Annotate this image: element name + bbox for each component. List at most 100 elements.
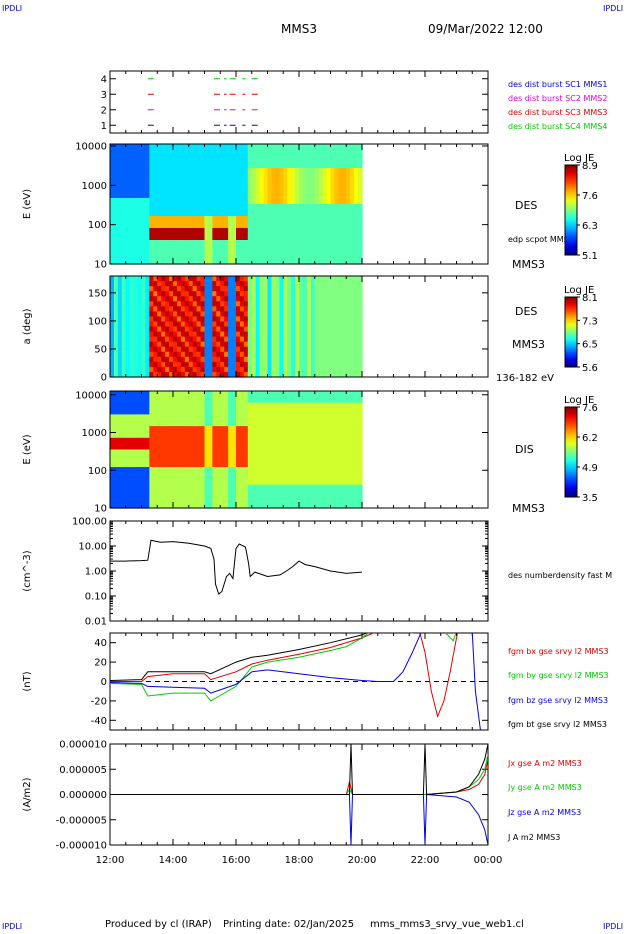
heatmap-2-cell [173,366,178,373]
heatmap-3-cell [239,420,245,427]
heatmap-1-cell [129,228,135,235]
heatmap-1-cell [239,252,245,259]
heatmap-1-cell [117,234,123,241]
heatmap-1-cell [133,174,139,181]
heatmap-2-cell [295,311,300,317]
panel-5-ytick-label: 40 [94,638,107,649]
heatmap-3-cell [161,408,166,415]
heatmap-3-cell [173,449,178,456]
heatmap-3-cell [243,431,249,439]
heatmap-2-cell [330,281,336,287]
heatmap-1-cell [350,150,355,157]
heatmap-2-cell [338,336,343,343]
heatmap-1-cell [173,216,178,223]
heatmap-3-cell [188,437,194,445]
heatmap-2-cell [208,351,213,358]
heatmap-2-cell [243,351,249,358]
heatmap-2-cell [133,336,139,343]
heatmap-1-cell [169,198,174,205]
heatmap-2-cell [283,341,288,348]
heatmap-1-cell [322,168,328,175]
heatmap-1-cell [204,240,210,247]
heatmap-3-cell [180,467,186,474]
heatmap-2-cell [302,286,308,292]
heatmap-1-cell [275,204,280,211]
heatmap-1-cell [263,150,269,157]
heatmap-2-cell [137,361,143,368]
heatmap-1-cell [338,180,343,187]
heatmap-3-cell [314,443,320,451]
heatmap-3-cell [267,437,273,445]
heatmap-1-cell [176,150,182,157]
heatmap-1-cell [295,156,300,163]
heatmap-2-cell [113,326,119,333]
heatmap-1-cell [165,186,170,193]
heatmap-2-cell [247,371,253,378]
heatmap-1-cell [342,204,347,211]
heatmap-1-cell [302,150,308,157]
heatmap-1-cell [188,162,194,169]
heatmap-3-cell [287,443,292,451]
heatmap-3-cell [176,461,182,468]
heatmap-1-cell [255,210,261,217]
heatmap-3-cell [232,496,237,503]
heatmap-3-cell [208,408,213,415]
heatmap-2-cell [145,311,150,317]
colorbar-3-bar [564,406,578,498]
heatmap-2-cell [165,281,170,287]
heatmap-3-cell [259,472,265,480]
heatmap-1-cell [247,252,253,259]
heatmap-1-cell [224,204,229,211]
heatmap-2-cell [149,356,154,363]
heatmap-2-cell [145,331,150,338]
heatmap-1-cell [137,246,143,253]
heatmap-2-cell [291,321,296,328]
heatmap-2-cell [165,291,170,297]
heatmap-3-cell [350,484,355,492]
heatmap-1-cell [267,234,273,241]
heatmap-2-cell [192,336,198,343]
heatmap-3-cell [358,391,363,398]
heatmap-1-cell [291,156,296,163]
heatmap-3-cell [251,402,257,410]
heatmap-1-cell [287,192,292,199]
heatmap-3-cell [314,455,320,462]
heatmap-2-cell [263,306,269,312]
heatmap-3-cell [287,490,292,497]
heatmap-2-cell [110,361,115,368]
heatmap-2-cell [346,356,351,363]
heatmap-2-cell [121,346,127,353]
heatmap-1-cell [232,186,237,193]
heatmap-1-cell [161,144,166,151]
heatmap-3-cell [220,443,225,451]
heatmap-1-cell [322,204,328,211]
heatmap-1-cell [354,252,359,259]
heatmap-2-cell [295,301,300,307]
heatmap-2-cell [267,311,273,317]
heatmap-3-cell [318,396,324,404]
heatmap-3-cell [113,408,119,415]
heatmap-2-cell [224,371,229,378]
heatmap-1-cell [180,150,186,157]
heatmap-2-cell [295,286,300,292]
heatmap-3-cell [110,449,115,456]
heatmap-2-cell [216,351,221,358]
heatmap-3-cell [306,408,312,415]
heatmap-1-cell [326,252,332,259]
heatmap-1-cell [157,204,162,211]
heatmap-1-cell [117,198,123,205]
heatmap-2-cell [310,281,316,287]
heatmap-1-cell [200,198,206,205]
heatmap-3-cell [204,408,210,415]
heatmap-1-cell [184,234,190,241]
heatmap-2-cell [354,361,359,368]
heatmap-2-cell [117,346,123,353]
heatmap-2-cell [236,321,241,328]
heatmap-3-cell [224,420,229,427]
heatmap-1-cell [188,210,194,217]
heatmap-2-cell [165,336,170,343]
heatmap-1-cell [196,192,202,199]
heatmap-1-cell [141,186,147,193]
heatmap-1-cell [236,204,241,211]
heatmap-3-cell [232,484,237,492]
